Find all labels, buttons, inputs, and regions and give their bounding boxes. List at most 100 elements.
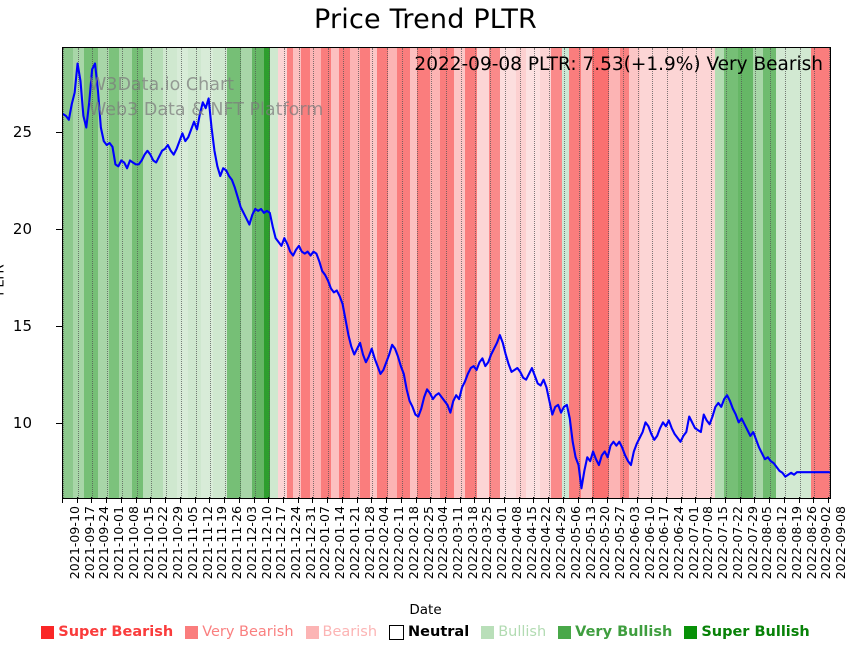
x-tick-label: 2022-05-13 [582, 506, 598, 580]
x-tick-label: 2021-09-17 [81, 506, 97, 580]
sentiment-band [109, 48, 119, 498]
x-tick-mark [430, 497, 432, 503]
x-tick-label: 2022-06-10 [641, 506, 657, 580]
legend-item[interactable]: Bearish [305, 624, 378, 640]
vertical-gridline [166, 48, 168, 498]
x-tick-mark [238, 497, 240, 503]
x-tick-label: 2021-12-24 [287, 506, 303, 580]
vertical-gridline [755, 48, 757, 498]
x-tick-mark [224, 497, 226, 503]
x-tick-label: 2022-04-01 [494, 506, 510, 580]
x-tick-label: 2021-11-05 [184, 506, 200, 580]
vertical-gridline [372, 48, 374, 498]
sentiment-band [581, 48, 593, 498]
x-tick-mark [739, 497, 741, 503]
x-tick-mark [459, 497, 461, 503]
vertical-gridline [210, 48, 212, 498]
sentiment-band [349, 48, 360, 498]
legend-item[interactable]: Bullish [481, 624, 546, 640]
x-tick-label: 2022-02-18 [405, 506, 421, 580]
vertical-gridline [490, 48, 492, 498]
x-tick-label: 2021-11-12 [199, 506, 215, 580]
x-tick-mark [621, 497, 623, 503]
legend-label: Very Bearish [202, 624, 294, 640]
vertical-gridline [269, 48, 271, 498]
y-tick-mark [56, 326, 62, 328]
y-tick-mark [56, 423, 62, 425]
vertical-gridline [770, 48, 772, 498]
x-tick-mark [607, 497, 609, 503]
x-tick-label: 2022-02-25 [420, 506, 436, 580]
legend-item[interactable]: Super Bullish [684, 624, 810, 640]
x-tick-label: 2021-10-08 [125, 506, 141, 580]
sentiment-band [72, 48, 85, 498]
legend-label: Bearish [322, 624, 378, 640]
x-tick-label: 2022-07-08 [700, 506, 716, 580]
vertical-gridline [593, 48, 595, 498]
x-tick-label: 2022-03-18 [464, 506, 480, 580]
vertical-gridline [652, 48, 654, 498]
sentiment-band [714, 48, 725, 498]
legend-label: Bullish [498, 624, 547, 640]
vertical-gridline [622, 48, 624, 498]
sentiment-band [388, 48, 398, 498]
x-tick-mark [165, 497, 167, 503]
legend-item[interactable]: Super Bearish [41, 624, 173, 640]
vertical-gridline [725, 48, 727, 498]
legend-item[interactable]: Neutral [389, 624, 469, 640]
sentiment-band [98, 48, 110, 498]
vertical-gridline [475, 48, 477, 498]
x-tick-mark [769, 497, 771, 503]
vertical-gridline [446, 48, 447, 498]
x-tick-label: 2021-10-29 [170, 506, 186, 580]
legend-swatch [684, 625, 698, 639]
vertical-gridline [151, 48, 153, 498]
x-tick-mark [120, 497, 122, 503]
sentiment-band [489, 48, 501, 498]
x-tick-label: 2022-05-27 [612, 506, 628, 580]
sentiment-band [240, 48, 253, 498]
x-tick-label: 2021-12-03 [243, 506, 259, 580]
x-tick-mark [91, 497, 93, 503]
sentiment-band [609, 48, 620, 498]
annotation-layer: 2022-09-08 PLTR: 7.53(+1.9%) Very Bearis… [63, 48, 830, 498]
x-tick-mark [680, 497, 682, 503]
gridlines [63, 48, 830, 498]
vertical-gridline [298, 48, 300, 498]
y-tick-label: 25 [12, 123, 32, 142]
x-tick-label: 2022-01-21 [346, 506, 362, 580]
x-tick-label: 2022-06-24 [670, 506, 686, 580]
sentiment-band [810, 48, 830, 498]
x-tick-mark [356, 497, 358, 503]
x-tick-mark [503, 497, 505, 503]
x-tick-label: 2022-06-03 [626, 506, 642, 580]
vertical-gridline [63, 48, 64, 498]
sentiment-band [320, 48, 332, 498]
x-tick-mark [754, 497, 756, 503]
sentiment-band [252, 48, 264, 498]
sentiment-band [569, 48, 582, 498]
x-tick-label: 2021-09-24 [96, 506, 112, 580]
vertical-gridline [121, 48, 123, 498]
x-tick-label: 2022-01-07 [317, 506, 333, 580]
x-tick-label: 2022-04-29 [553, 506, 569, 580]
x-tick-mark [194, 497, 196, 503]
sentiment-band [500, 48, 516, 498]
sentiment-band [561, 48, 570, 498]
vertical-gridline [313, 48, 315, 498]
legend-item[interactable]: Very Bearish [185, 624, 294, 640]
legend-swatch [305, 625, 319, 639]
sentiment-band [454, 48, 465, 498]
vertical-gridline [460, 48, 462, 498]
x-tick-label: 2021-09-10 [67, 506, 82, 580]
x-tick-mark [268, 497, 270, 503]
y-tick-label: 10 [12, 414, 32, 433]
sentiment-band [277, 48, 287, 498]
x-tick-label: 2022-01-14 [332, 506, 348, 580]
sentiment-band [619, 48, 630, 498]
sentiment-band [201, 48, 214, 498]
legend-item[interactable]: Very Bullish [558, 624, 672, 640]
sentiment-band [737, 48, 754, 498]
legend-swatch [41, 625, 55, 639]
vertical-gridline [195, 48, 197, 498]
